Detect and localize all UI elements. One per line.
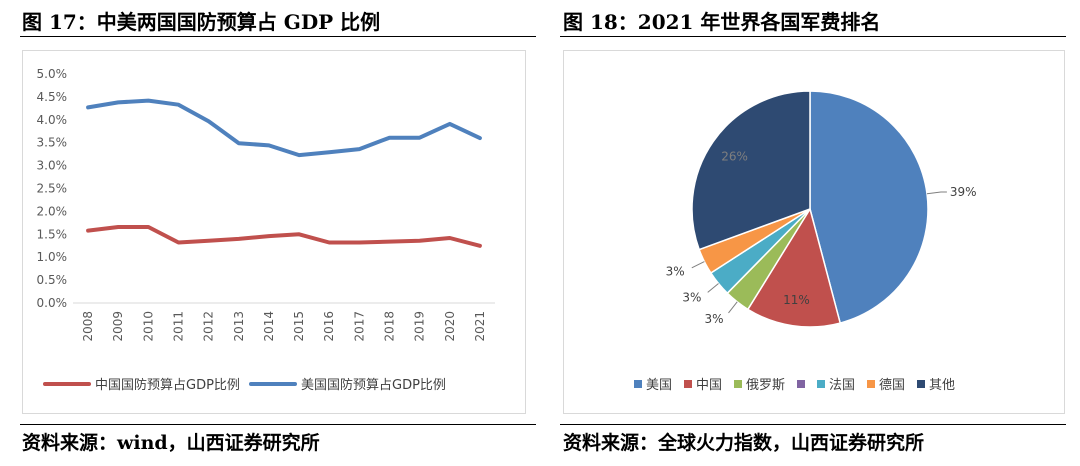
- x-tick-label: 2008: [81, 311, 95, 342]
- left-bottom-rule: [20, 424, 536, 425]
- leader-line: [728, 301, 738, 314]
- pie-chart-panel: 39% 11% 3% 3% 3% 26% 美国 中国 俄罗斯 法国 德国 其他: [563, 50, 1065, 414]
- left-figure-title: 图 17：中美两国国防预算占 GDP 比例: [22, 10, 381, 34]
- legend-label: 美国: [646, 378, 672, 393]
- pie-data-label: 3%: [705, 312, 724, 326]
- legend-label: 美国国防预算占GDP比例: [301, 377, 446, 393]
- x-tick-label: 2014: [262, 311, 276, 342]
- legend-label: 德国: [879, 378, 905, 393]
- left-title-rule: [20, 36, 536, 37]
- x-tick-label: 2009: [111, 311, 125, 342]
- right-title-rule: [560, 36, 1066, 37]
- x-tick-label: 2016: [322, 311, 336, 342]
- y-tick-label: 3.0%: [37, 159, 68, 173]
- pie-data-label: 39%: [950, 185, 977, 199]
- y-tick-label: 0.5%: [37, 273, 68, 287]
- x-tick-label: 2015: [292, 311, 306, 342]
- legend-label: 其他: [929, 378, 955, 393]
- x-tick-label: 2018: [383, 311, 397, 342]
- y-tick-label: 2.0%: [37, 204, 68, 218]
- y-tick-label: 4.0%: [37, 113, 68, 127]
- y-tick-label: 1.5%: [37, 227, 68, 241]
- y-tick-label: 0.0%: [37, 296, 68, 310]
- x-tick-label: 2021: [473, 311, 487, 342]
- x-tick-label: 2011: [172, 311, 186, 342]
- x-tick-label: 2017: [352, 311, 366, 342]
- legend-swatch: [684, 380, 692, 388]
- right-bottom-rule: [560, 424, 1066, 425]
- us-series-line: [86, 98, 482, 158]
- legend-swatch: [734, 380, 742, 388]
- x-tick-label: 2012: [202, 311, 216, 342]
- left-source: 资料来源：wind，山西证券研究所: [22, 432, 320, 454]
- legend-swatch: [817, 380, 825, 388]
- pie-data-label: 3%: [682, 290, 701, 304]
- legend-swatch: [634, 380, 642, 388]
- legend-swatch: [917, 380, 925, 388]
- leader-line: [707, 283, 719, 293]
- pie-chart: 39% 11% 3% 3% 3% 26% 美国 中国 俄罗斯 法国 德国 其他: [634, 90, 977, 393]
- y-tick-label: 1.0%: [37, 250, 68, 264]
- right-source: 资料来源：全球火力指数，山西证券研究所: [563, 432, 925, 454]
- pie-data-label: 11%: [783, 293, 810, 307]
- legend-swatch: [867, 380, 875, 388]
- x-tick-label: 2013: [232, 311, 246, 342]
- legend-swatch: [797, 380, 805, 388]
- legend-label: 法国: [829, 378, 855, 393]
- china-series-line: [86, 225, 482, 248]
- right-figure-title: 图 18：2021 年世界各国军费排名: [563, 10, 881, 34]
- pie-slice: [746, 207, 842, 328]
- x-tick-label: 2020: [443, 311, 457, 342]
- y-tick-label: 2.5%: [37, 182, 68, 196]
- pie-slice: [691, 90, 811, 251]
- legend-label: 中国: [696, 378, 722, 393]
- legend-label: 俄罗斯: [746, 378, 785, 393]
- line-chart: 0.0% 0.5% 1.0% 1.5% 2.0% 2.5% 3.0% 3.5% 4.0% 4.5%…: [37, 67, 495, 393]
- x-tick-label: 2010: [141, 311, 155, 342]
- pie-data-label: 26%: [721, 149, 748, 163]
- y-tick-label: 5.0%: [37, 67, 68, 81]
- x-tick-label: 2019: [413, 311, 427, 342]
- leader-line: [691, 261, 705, 269]
- y-tick-label: 3.5%: [37, 136, 68, 150]
- legend-label: 中国国防预算占GDP比例: [95, 377, 240, 393]
- line-chart-panel: 0.0% 0.5% 1.0% 1.5% 2.0% 2.5% 3.0% 3.5% 4.0% 4.5%…: [22, 50, 526, 414]
- pie-data-label: 3%: [666, 264, 685, 278]
- y-tick-label: 4.5%: [37, 90, 68, 104]
- leader-line: [926, 191, 947, 195]
